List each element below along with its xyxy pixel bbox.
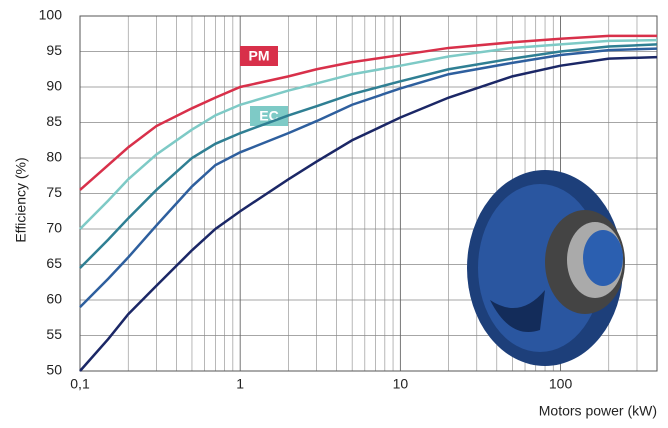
- plot-frame: [79, 15, 658, 372]
- series-line: [79, 47, 658, 308]
- y-tick-label: 70: [46, 220, 62, 236]
- y-tick-label: 80: [46, 149, 62, 165]
- series-label: PM: [249, 48, 270, 64]
- y-tick-label: 65: [46, 255, 62, 271]
- motor-image: [467, 170, 625, 366]
- y-tick-label: 60: [46, 291, 62, 307]
- y-tick-label: 95: [46, 42, 62, 58]
- series-line: [79, 38, 658, 230]
- series-line: [79, 43, 658, 269]
- series-line: [79, 34, 657, 191]
- x-tick-label: 1: [236, 376, 244, 392]
- x-axis-label: Motors power (kW): [539, 403, 657, 419]
- series-label-box: [250, 106, 288, 126]
- x-tick-label: 100: [549, 376, 573, 392]
- y-tick-label: 85: [46, 113, 62, 129]
- y-axis-label: Efficiency (%): [13, 157, 29, 242]
- y-tick-label: 55: [46, 326, 62, 342]
- y-tick-label: 90: [46, 78, 62, 94]
- y-tick-label: 100: [39, 7, 63, 23]
- series-line: [79, 55, 658, 372]
- y-tick-label: 50: [46, 362, 62, 378]
- y-tick-label: 75: [46, 184, 62, 200]
- x-tick-label: 10: [393, 376, 409, 392]
- x-tick-label: 0,1: [70, 376, 90, 392]
- series-label-box: [240, 46, 278, 66]
